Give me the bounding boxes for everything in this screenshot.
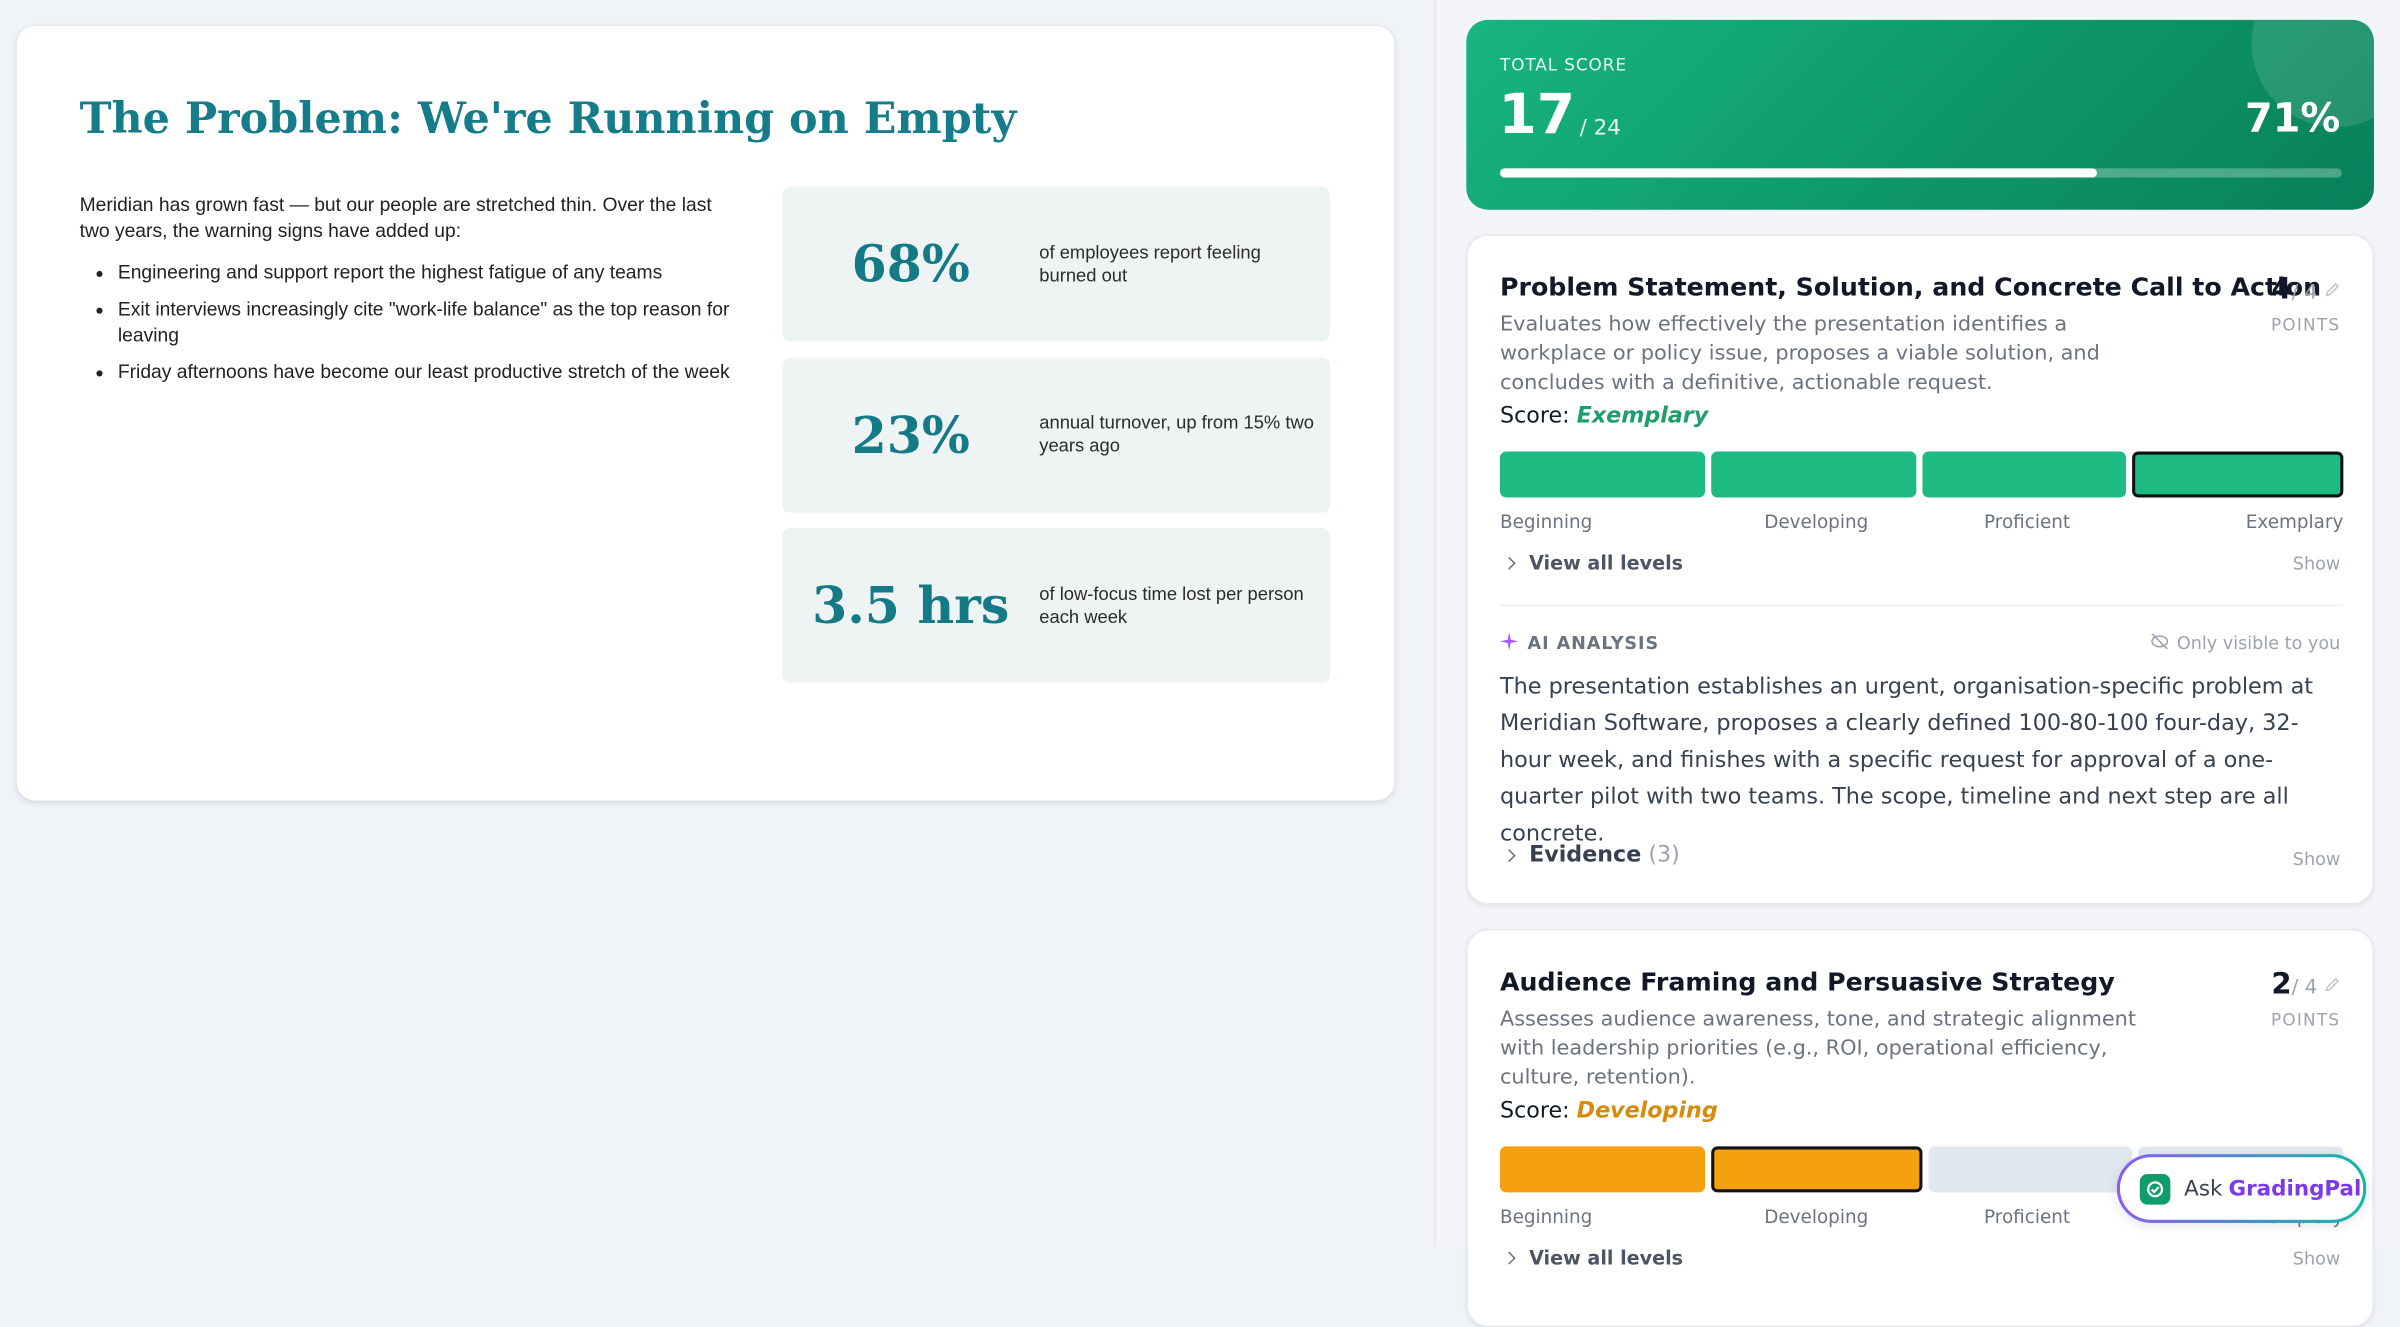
- stat-label: annual turnover, up from 15% two years a…: [1039, 411, 1314, 457]
- stat-label: of employees report feeling burned out: [1039, 241, 1261, 286]
- level-bar: [1499, 451, 2344, 498]
- eye-off-icon: [2151, 633, 2169, 650]
- level-label: Beginning: [1499, 511, 1593, 533]
- icon: [2147, 1180, 2164, 1197]
- show-toggle[interactable]: Show: [2292, 1247, 2341, 1269]
- stat-box: 3.5 hrs of low-focus time lost per perso…: [782, 528, 1331, 683]
- criterion-name: Problem Statement, Solution, and Concret…: [1499, 272, 2322, 302]
- level-segment: [1499, 1146, 1705, 1193]
- view-levels-text: View all levels: [1529, 1245, 1684, 1269]
- score-level: Exemplary: [1576, 404, 1709, 429]
- score-label: Score:: [1499, 404, 1570, 429]
- criterion-card: Audience Framing and Persuasive Strategy…: [1466, 929, 2374, 1327]
- ai-heading: AI ANALYSIS: [1499, 632, 1660, 654]
- ai-heading-text: AI ANALYSIS: [1527, 632, 1660, 654]
- level-label: Proficient: [1984, 511, 2071, 533]
- ask-name: GradingPal: [2228, 1176, 2362, 1201]
- analysis: The presentation establishes an urgent, …: [1499, 673, 2314, 847]
- evidence-label: Evidence: [1529, 843, 1642, 868]
- score-line: Score: Developing: [1500, 1099, 1718, 1123]
- divider: [1499, 604, 2344, 607]
- level-segment: [1710, 1146, 1922, 1193]
- slide-title: The Problem: We're Running on Empty: [79, 93, 1017, 144]
- evidence-toggle[interactable]: Evidence (3): [1500, 843, 1680, 868]
- score-level: Developing: [1576, 1098, 1718, 1124]
- stat-box: 23% annual turnover, up from 15% two yea…: [782, 357, 1331, 512]
- level-label: Exemplary: [2245, 511, 2344, 533]
- slide: The Problem: We're Running on Empty Meri…: [16, 26, 1395, 801]
- points-value: 2: [2271, 967, 2292, 1002]
- score-line: Score: Exemplary: [1500, 404, 1708, 428]
- stat-label: of low-focus time lost per person each w…: [1039, 582, 1304, 627]
- view-levels[interactable]: View all levels: [1500, 551, 1683, 574]
- level-labels: Beginning Developing Proficient Exemplary: [1500, 511, 2343, 532]
- bullet-list: Engineering and support report the highe…: [80, 260, 776, 396]
- score-label: Score:: [1499, 1098, 1570, 1124]
- visibility: Only visible to you: [2151, 632, 2341, 654]
- level-label: Beginning: [1499, 1206, 1593, 1228]
- points: 4/ 4: [2271, 272, 2340, 306]
- level-segment: [1710, 451, 1916, 498]
- ask-button[interactable]: Ask GradingPal: [2117, 1154, 2366, 1223]
- points: 2/ 4: [2271, 967, 2340, 1001]
- level-segment: [1921, 451, 2127, 498]
- stat-value: 3.5 hrs: [812, 575, 1010, 636]
- level-label: Developing: [1764, 1206, 1869, 1228]
- level-label: Developing: [1764, 511, 1869, 533]
- level-label: Proficient: [1984, 1206, 2071, 1228]
- bullet: Engineering and support report the highe…: [118, 260, 776, 286]
- divider: [1434, 0, 1436, 1248]
- page: The Problem: We're Running on Empty Meri…: [0, 0, 2400, 1247]
- total-label: TOTAL SCORE: [1499, 55, 1627, 75]
- stat-value: 23%: [851, 404, 970, 465]
- criterion-description: Evaluates how effectively the presentati…: [1499, 312, 2100, 395]
- edit-icon[interactable]: [2323, 977, 2340, 994]
- bullet: Exit interviews increasingly cite "work-…: [118, 297, 776, 349]
- progress-fill: [1499, 168, 2097, 178]
- criterion-description: Assesses audience awareness, tone, and s…: [1499, 1007, 2137, 1090]
- total-value: 17: [1498, 84, 1576, 147]
- level-segment: [2132, 451, 2344, 498]
- stat-box: 68% of employees report feeling burned o…: [782, 186, 1331, 342]
- sparkle-icon: [1499, 632, 1519, 651]
- level-segment: [1927, 1146, 2133, 1193]
- bullet: Friday afternoons have become our least …: [118, 360, 776, 386]
- points-max: / 4: [2291, 976, 2318, 1000]
- progress-track: [1499, 168, 2342, 178]
- slide-intro: Meridian has grown fast — but our people…: [79, 194, 712, 242]
- view-levels-text: View all levels: [1529, 551, 1684, 574]
- criterion-name: Audience Framing and Persuasive Strategy: [1499, 967, 2115, 997]
- points-label: POINTS: [2270, 1010, 2341, 1031]
- ask-prefix: Ask: [2184, 1176, 2223, 1201]
- criterion-card: Problem Statement, Solution, and Concret…: [1466, 234, 2374, 905]
- total-score-card: TOTAL SCORE 17 / 24 71%: [1466, 19, 2374, 210]
- ask-icon: [2139, 1173, 2171, 1204]
- total-max: / 24: [1579, 116, 1621, 141]
- stat-value: 68%: [851, 234, 970, 294]
- evidence-count: (3): [1648, 843, 1680, 868]
- total-percent: 71%: [2245, 96, 2341, 143]
- view-levels[interactable]: View all levels: [1500, 1246, 1683, 1269]
- points-max: / 4: [2291, 281, 2318, 305]
- show-toggle[interactable]: Show: [2292, 552, 2341, 574]
- points-label: POINTS: [2270, 315, 2341, 336]
- visibility-text: Only visible to you: [2176, 632, 2341, 654]
- edit-icon[interactable]: [2323, 282, 2340, 299]
- points-value: 4: [2271, 272, 2292, 307]
- level-segment: [1499, 451, 1705, 498]
- evidence-show[interactable]: Show: [2292, 847, 2341, 870]
- level-bar: [1499, 1146, 2344, 1193]
